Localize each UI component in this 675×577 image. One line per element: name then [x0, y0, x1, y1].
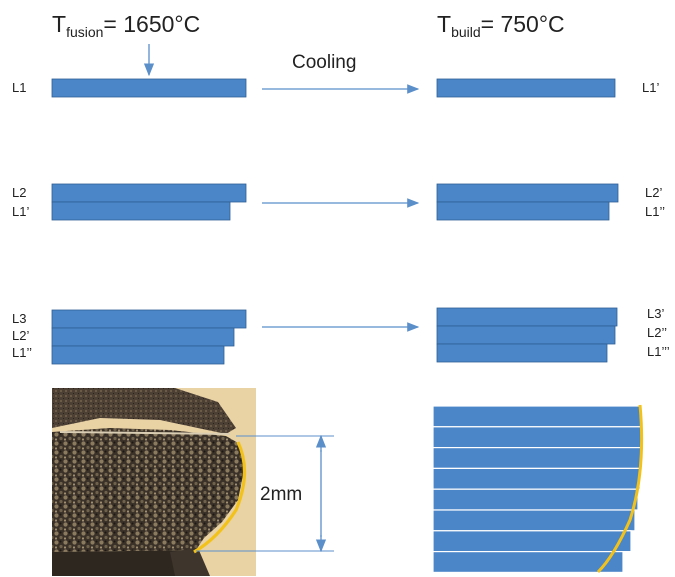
- row3-left-layer-2: [51, 327, 235, 347]
- row3-left-label-2: L2’: [12, 328, 29, 343]
- row3-right-layer-1: [436, 307, 618, 327]
- row1-right-layer-1: [436, 78, 616, 98]
- row3-right-label-2: L2’’: [647, 325, 667, 340]
- dimension-2mm: [196, 434, 334, 553]
- dimension-label: 2mm: [260, 484, 302, 505]
- row2-right-layer-1: [436, 183, 619, 203]
- micrograph-photo: [52, 388, 256, 576]
- row2-right-layer-2: [436, 201, 610, 221]
- stacked-layers-model: [432, 405, 643, 573]
- row2-right-label-2: L1’’: [645, 204, 665, 219]
- row3-left-label-3: L1’’: [12, 345, 32, 360]
- row1-left-label-1: L1: [12, 80, 26, 95]
- row3-left-layer-3: [51, 345, 225, 365]
- micrograph-edge-highlight: [193, 441, 247, 554]
- build-temperature-title: Tbuild= 750°C: [437, 11, 565, 40]
- model-edge-highlight: [596, 404, 644, 574]
- row2-left-layer-1: [51, 183, 247, 203]
- row2-left-label-2: L1’: [12, 204, 29, 219]
- row3-left-layer-1: [51, 309, 247, 329]
- row1-left-layer-1: [51, 78, 247, 98]
- row3-right-layer-2: [436, 325, 616, 345]
- model-layer-2: [432, 426, 643, 449]
- row3-right-layer-3: [436, 343, 608, 363]
- cooling-label: Cooling: [292, 52, 356, 73]
- model-layer-3: [432, 447, 642, 470]
- fusion-temperature-title: Tfusion= 1650°C: [52, 11, 200, 40]
- row2-left-layer-2: [51, 201, 231, 221]
- model-layer-1: [432, 405, 643, 428]
- row1-right-label-1: L1’: [642, 80, 659, 95]
- row2-right-label-1: L2’: [645, 185, 662, 200]
- model-layer-6: [432, 509, 636, 532]
- model-layer-7: [432, 530, 632, 553]
- model-layer-4: [432, 467, 641, 490]
- model-layer-8: [432, 550, 624, 573]
- row2-left-label-1: L2: [12, 185, 26, 200]
- row3-right-label-1: L3’: [647, 306, 664, 321]
- row3-right-label-3: L1’’’: [647, 344, 670, 359]
- model-layer-5: [432, 488, 639, 511]
- row3-left-label-1: L3: [12, 311, 26, 326]
